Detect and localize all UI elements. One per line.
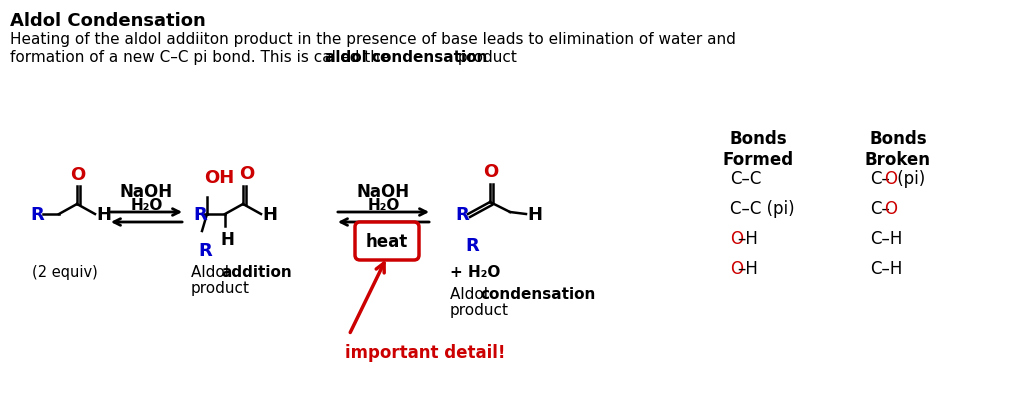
Text: H: H <box>221 230 235 248</box>
Text: NaOH: NaOH <box>120 183 173 201</box>
Text: OH: OH <box>204 169 235 187</box>
Text: + H₂O: + H₂O <box>450 264 500 279</box>
Text: O: O <box>240 165 254 183</box>
Text: H: H <box>527 206 542 223</box>
Text: O: O <box>730 259 743 277</box>
Text: H: H <box>262 206 277 223</box>
Text: Aldol: Aldol <box>450 286 493 301</box>
Text: C–C (pi): C–C (pi) <box>730 199 794 218</box>
Text: O: O <box>884 170 898 188</box>
Text: addition: addition <box>221 264 292 279</box>
Text: NaOH: NaOH <box>357 183 410 201</box>
Text: R: R <box>193 206 207 223</box>
Text: C–H: C–H <box>870 230 903 247</box>
Text: Aldol: Aldol <box>191 264 234 279</box>
Text: Bonds
Formed: Bonds Formed <box>723 130 793 169</box>
Text: Bonds
Broken: Bonds Broken <box>865 130 931 169</box>
Text: condensation: condensation <box>480 286 596 301</box>
Text: formation of a new C–C pi bond. This is called the: formation of a new C–C pi bond. This is … <box>10 50 394 65</box>
Text: important detail!: important detail! <box>345 343 506 361</box>
FancyBboxPatch shape <box>355 223 419 260</box>
Text: product: product <box>450 302 509 317</box>
Text: –H: –H <box>737 230 758 247</box>
Text: H₂O: H₂O <box>130 197 162 212</box>
Text: O: O <box>70 166 86 183</box>
Text: R: R <box>455 206 468 223</box>
Text: C–: C– <box>870 170 890 188</box>
Text: heat: heat <box>366 233 408 250</box>
Text: O: O <box>730 230 743 247</box>
Text: (2 equiv): (2 equiv) <box>32 264 98 279</box>
Text: Aldol Condensation: Aldol Condensation <box>10 12 206 30</box>
Text: Heating of the aldol addiiton product in the presence of base leads to eliminati: Heating of the aldol addiiton product in… <box>10 32 736 47</box>
Text: C–: C– <box>870 199 890 218</box>
Text: C–H: C–H <box>870 259 903 277</box>
Text: R: R <box>197 242 212 259</box>
Text: product: product <box>191 280 250 295</box>
Text: –H: –H <box>737 259 758 277</box>
Text: (pi): (pi) <box>891 170 924 188</box>
Text: O: O <box>884 199 898 218</box>
Text: C–C: C–C <box>730 170 761 188</box>
Text: R: R <box>30 206 43 223</box>
Text: product: product <box>453 50 517 65</box>
Text: H: H <box>96 206 111 223</box>
Text: R: R <box>465 236 479 254</box>
Text: aldol condensation: aldol condensation <box>325 50 488 65</box>
Text: H₂O: H₂O <box>367 197 400 212</box>
Text: O: O <box>483 163 498 180</box>
